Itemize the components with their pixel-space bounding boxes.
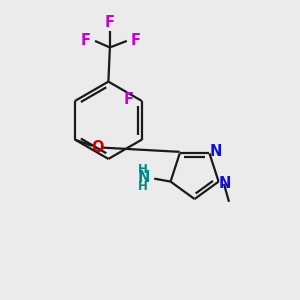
- Text: N: N: [210, 144, 222, 159]
- Text: H: H: [137, 179, 147, 193]
- Text: N: N: [219, 176, 231, 190]
- Text: F: F: [124, 92, 134, 107]
- Text: F: F: [131, 33, 141, 48]
- Text: F: F: [105, 15, 115, 30]
- Text: H: H: [137, 163, 147, 176]
- Text: N: N: [138, 169, 150, 184]
- Text: F: F: [80, 33, 90, 48]
- Text: O: O: [91, 140, 103, 154]
